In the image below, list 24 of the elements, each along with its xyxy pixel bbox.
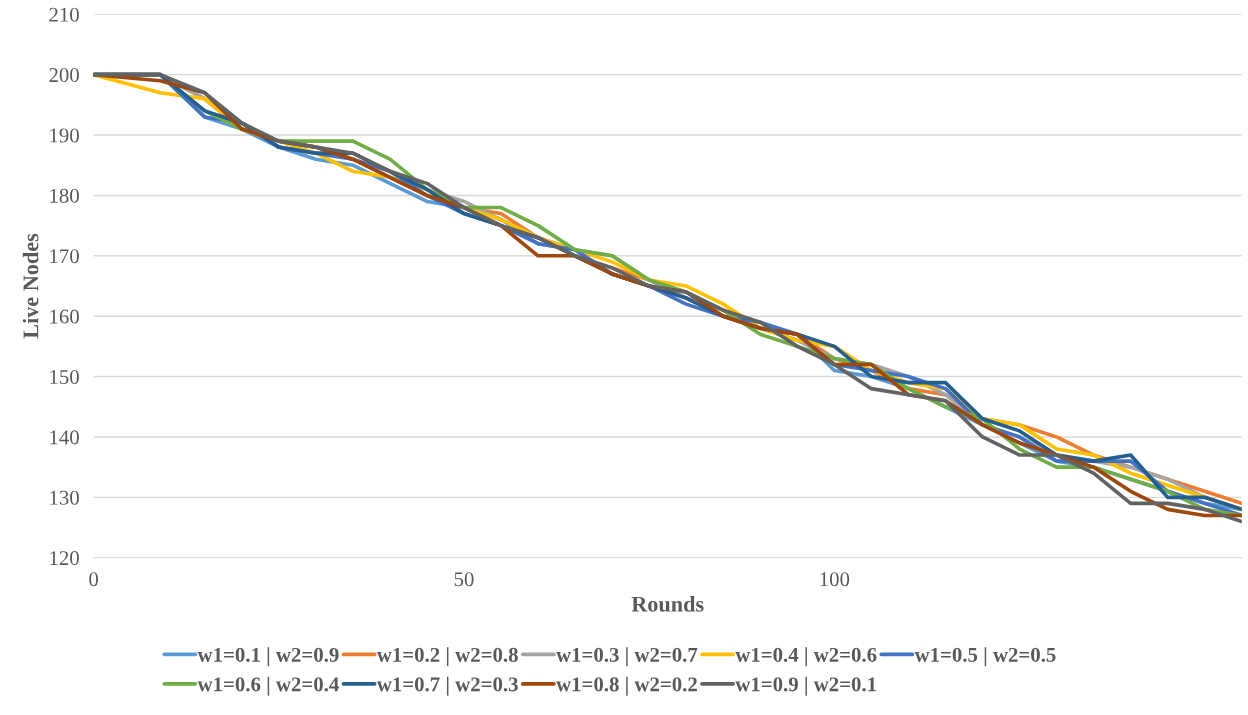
legend-label: w1=0.1 | w2=0.9: [197, 647, 339, 667]
y-tick-label: 200: [49, 68, 79, 83]
legend-label: w1=0.6 | w2=0.4: [197, 676, 339, 696]
legend-label: w1=0.8 | w2=0.2: [556, 676, 697, 696]
y-tick-label: 210: [49, 7, 79, 22]
y-axis-title: Live Nodes: [22, 233, 39, 339]
legend-label: w1=0.2 | w2=0.8: [376, 647, 518, 667]
y-tick-label: 180: [50, 188, 79, 203]
y-tick-label: 150: [50, 369, 79, 384]
legend-label: w1=0.4 | w2=0.6: [735, 647, 877, 667]
legend-label: w1=0.7 | w2=0.3: [376, 676, 518, 696]
y-tick-label: 190: [50, 128, 79, 143]
y-tick-label: 170: [50, 249, 79, 264]
y-tick-label: 130: [50, 490, 79, 505]
y-tick-label: 160: [50, 309, 79, 324]
legend-label: w1=0.3 | w2=0.7: [556, 647, 698, 667]
x-tick-label: 100: [820, 572, 850, 587]
y-tick-label: 120: [50, 551, 79, 566]
y-tick-label: 140: [50, 430, 79, 445]
x-axis-title: Rounds: [631, 596, 704, 612]
x-tick-label: 0: [89, 572, 99, 587]
x-tick-label: 50: [454, 572, 474, 587]
legend-label: w1=0.5 | w2=0.5: [914, 647, 1056, 667]
legend-label: w1=0.9 | w2=0.1: [735, 676, 876, 696]
